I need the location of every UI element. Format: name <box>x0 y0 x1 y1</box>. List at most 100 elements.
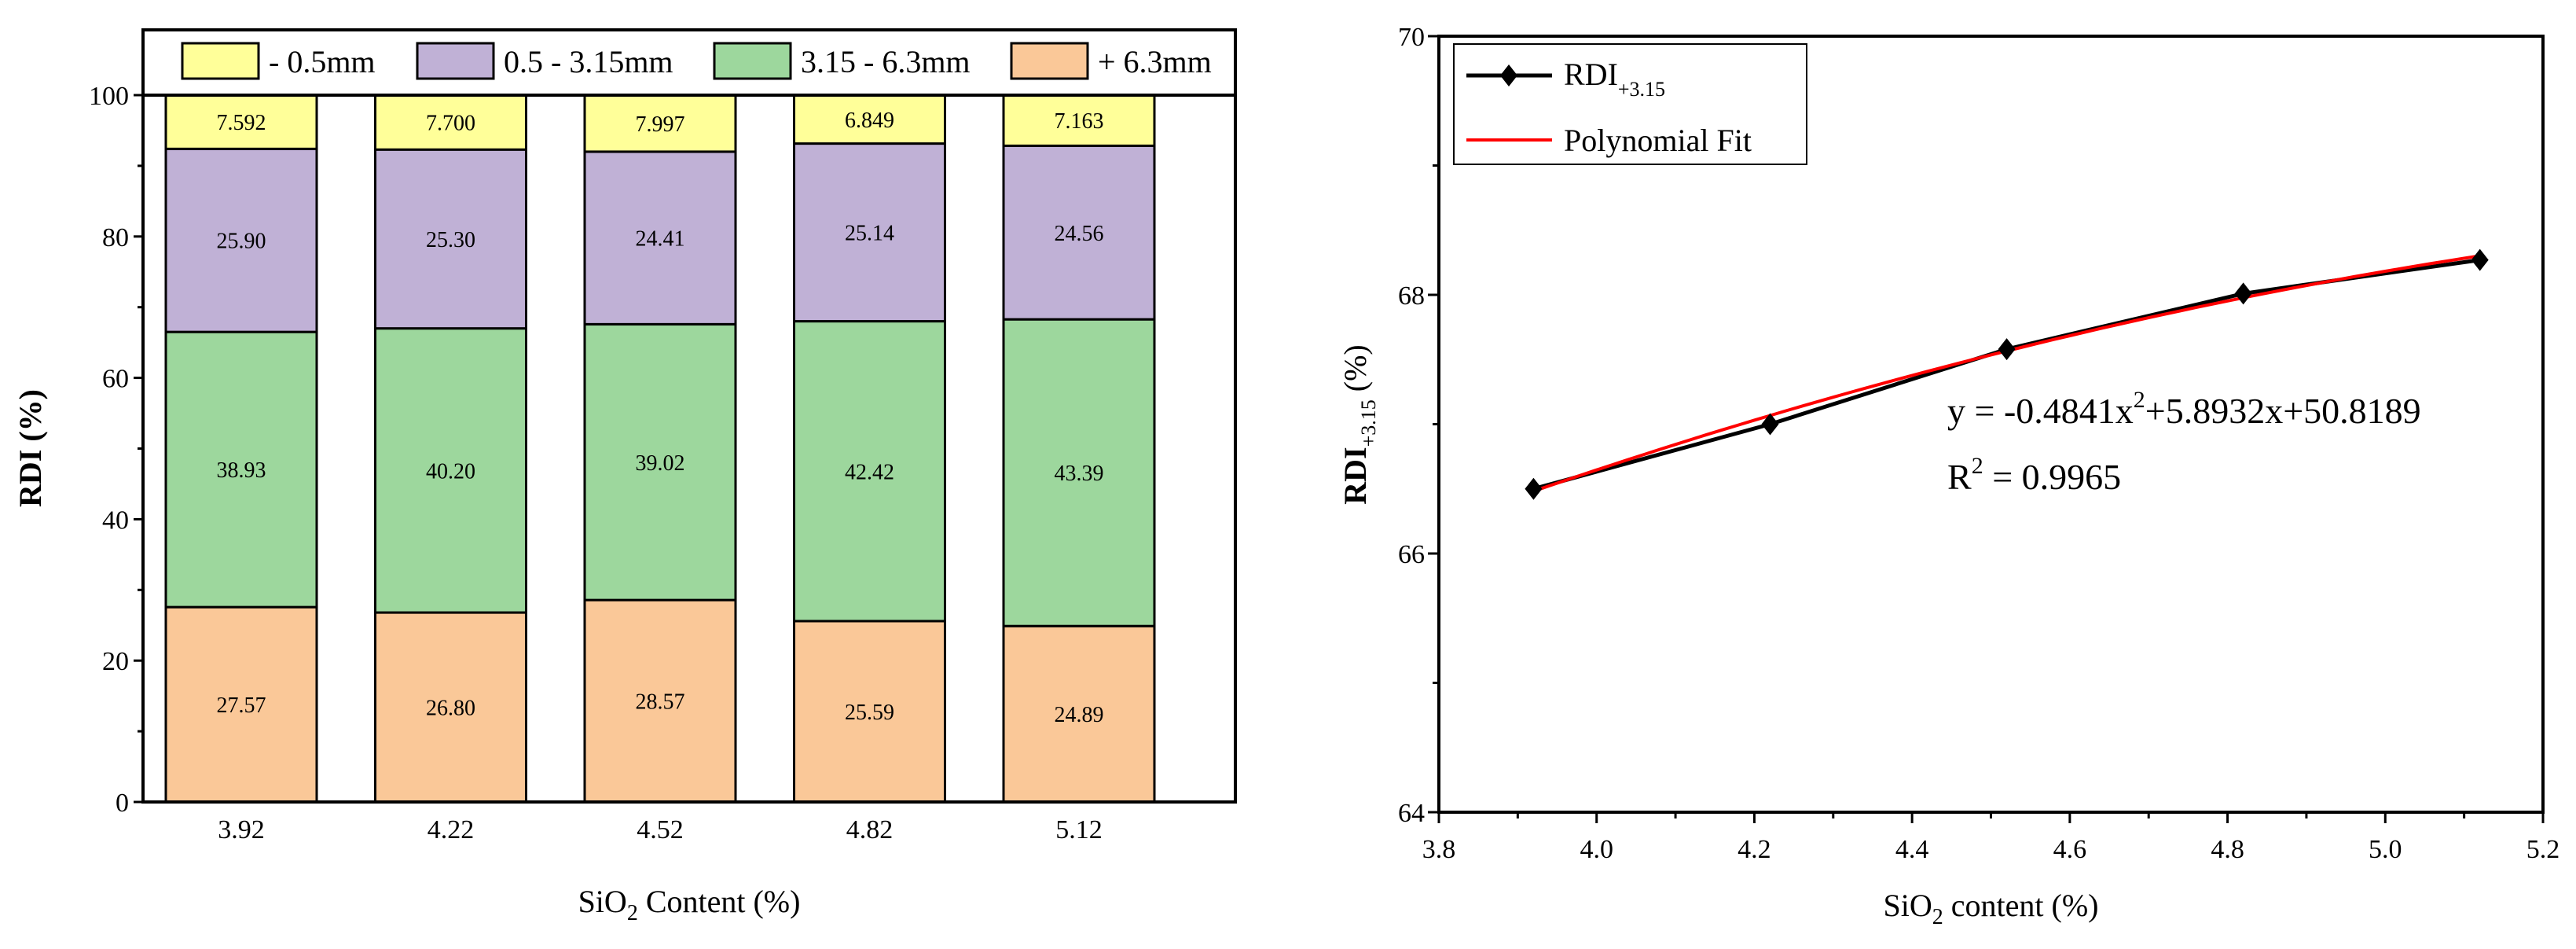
legend-marker-diamond <box>1500 64 1517 86</box>
x-tick-label: 4.52 <box>637 815 684 844</box>
text-part: Content (%) <box>638 884 801 919</box>
data-label: 40.20 <box>426 459 475 484</box>
y-tick-label: 70 <box>1398 23 1425 52</box>
data-label: 6.849 <box>845 109 894 133</box>
y-axis-title: RDI+3.15 (%) <box>1338 344 1380 504</box>
x-tick-label: 5.0 <box>2369 835 2402 864</box>
y-tick-label: 64 <box>1398 799 1425 828</box>
data-point-marker <box>1525 477 1543 500</box>
data-line <box>1532 258 2481 491</box>
text-part: (%) <box>1338 344 1373 399</box>
data-point-marker <box>1761 413 1779 436</box>
data-label: 7.163 <box>1055 109 1104 134</box>
text-part: content (%) <box>1943 888 2099 923</box>
legend-label: 3.15 - 6.3mm <box>801 44 971 79</box>
data-label: 39.02 <box>636 451 685 476</box>
superscript: 2 <box>2134 387 2145 413</box>
data-label: 7.997 <box>636 112 685 137</box>
y-tick-label: 60 <box>102 365 129 394</box>
text-part: = 0.9965 <box>1983 457 2121 497</box>
plot-frame <box>141 28 1237 804</box>
text-part: SiO <box>578 884 627 919</box>
x-axis-title: SiO2 Content (%) <box>578 884 801 925</box>
text-part: RDI <box>1564 57 1618 92</box>
text-part: y = -0.4841x <box>1947 391 2134 431</box>
x-tick-label: 5.2 <box>2526 835 2560 864</box>
subscript: +3.15 <box>1357 399 1380 447</box>
legend-swatch <box>416 42 495 80</box>
bar-segment <box>374 327 527 614</box>
y-tick-label: 66 <box>1398 540 1425 569</box>
legend-swatch <box>1010 42 1089 80</box>
data-label: 28.57 <box>636 690 685 715</box>
legend-label: - 0.5mm <box>269 44 376 79</box>
bar-segment <box>1002 318 1156 627</box>
x-tick-label: 4.8 <box>2211 835 2244 864</box>
bar-segment <box>1002 624 1156 804</box>
bar-segment <box>583 322 737 601</box>
bar-segment <box>164 94 318 150</box>
data-point-marker <box>2234 282 2252 305</box>
data-point-marker <box>1998 338 2016 361</box>
legend-swatch <box>713 42 792 80</box>
r-squared: R2 = 0.9965 <box>1947 453 2121 497</box>
data-label: 25.59 <box>845 701 894 725</box>
x-tick-label: 4.6 <box>2053 835 2087 864</box>
legend-swatch <box>181 42 260 80</box>
data-label: 24.89 <box>1055 703 1104 727</box>
text-part: +5.8932x+50.8189 <box>2145 391 2421 431</box>
superscript: 2 <box>1972 453 1983 479</box>
data-label: 25.30 <box>426 228 475 252</box>
bar-segment <box>583 150 737 326</box>
data-label: 25.90 <box>217 230 266 254</box>
data-label: 25.14 <box>845 222 894 246</box>
text-part: RDI <box>1338 447 1373 504</box>
subscript: 2 <box>1932 905 1943 929</box>
x-tick-label: 4.0 <box>1580 835 1613 864</box>
y-tick-label: 80 <box>102 223 129 252</box>
x-axis-title: SiO2 content (%) <box>1884 888 2099 929</box>
bar-segment <box>583 94 737 153</box>
bar-segment <box>164 330 318 609</box>
y-tick-label: 20 <box>102 647 129 676</box>
y-tick-label: 40 <box>102 506 129 535</box>
stacked-bar-chart: 27.57 38.93 25.90 7.592 3.92 26.80 40.20 25.30 7… <box>13 28 1237 925</box>
data-label: 42.42 <box>845 460 894 484</box>
bar-segment <box>793 94 946 145</box>
fit-curve <box>1532 254 2481 493</box>
legend-label: + 6.3mm <box>1098 44 1212 79</box>
legend-label: 0.5 - 3.15mm <box>504 44 673 79</box>
x-tick-label: 3.8 <box>1422 835 1456 864</box>
subscript: +3.15 <box>1618 78 1665 101</box>
data-label: 27.57 <box>217 693 266 718</box>
data-point-marker <box>2471 248 2489 271</box>
y-tick-label: 0 <box>116 789 129 818</box>
line-chart: 3.8 4.0 4.2 4.4 4.6 4.8 5.0 5.264666870RDI+3.15… <box>1338 23 2559 929</box>
fit-equation: y = -0.4841x2+5.8932x+50.8189 <box>1947 387 2421 431</box>
data-label: 43.39 <box>1055 462 1104 486</box>
data-label: 26.80 <box>426 697 475 721</box>
subscript: 2 <box>627 901 638 925</box>
x-tick-label: 4.22 <box>427 815 475 844</box>
data-label: 7.700 <box>426 112 475 136</box>
x-tick-label: 3.92 <box>218 815 265 844</box>
data-label: 7.592 <box>217 111 266 135</box>
y-axis-title: RDI (%) <box>13 389 48 507</box>
x-tick-label: 4.82 <box>846 815 894 844</box>
bar-segment <box>374 148 527 330</box>
bar-segment <box>164 605 318 804</box>
bar-segment <box>374 94 527 151</box>
text-part: SiO <box>1884 888 1932 923</box>
data-label: 38.93 <box>217 458 266 483</box>
y-tick-label: 68 <box>1398 281 1425 311</box>
y-tick-label: 100 <box>89 82 129 111</box>
bar-segment <box>1002 94 1156 147</box>
legend-label: RDI+3.15 <box>1564 57 1665 101</box>
x-tick-label: 4.4 <box>1895 835 1929 864</box>
legend-label: Polynomial Fit <box>1564 123 1752 158</box>
data-label: 24.56 <box>1055 222 1104 246</box>
data-label: 24.41 <box>636 227 685 252</box>
legend-box <box>1453 43 1807 165</box>
bar-segment <box>793 142 946 323</box>
